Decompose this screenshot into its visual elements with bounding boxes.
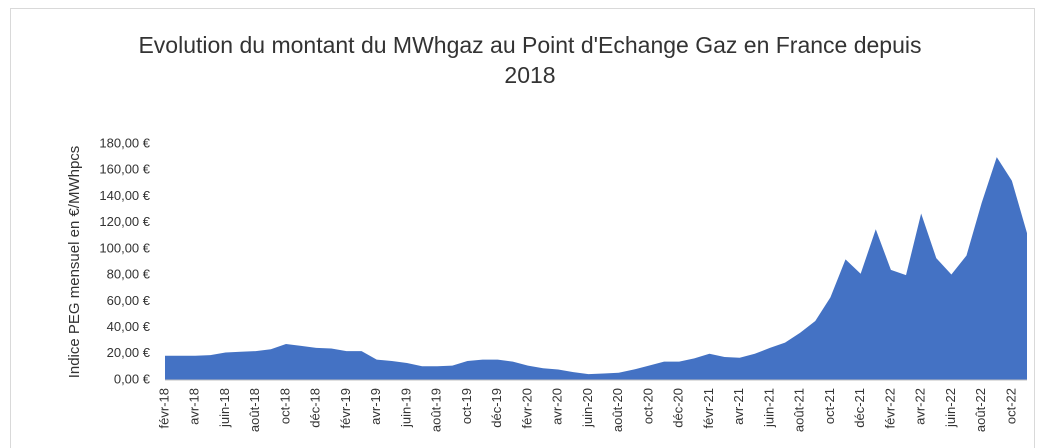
x-tick-label: oct-18 (277, 388, 292, 424)
y-axis-title: Indice PEG mensuel en €/MWhpcs (66, 146, 83, 379)
y-tick-label: 40,00 € (107, 319, 151, 334)
x-tick-label: juin-18 (217, 388, 232, 428)
y-tick-label: 120,00 € (99, 214, 150, 229)
x-tick-label: août-21 (792, 388, 807, 432)
x-tick-label: oct-20 (640, 388, 655, 424)
x-tick-label: févr-20 (519, 388, 534, 428)
x-tick-label: oct-22 (1003, 388, 1018, 424)
y-tick-label: 0,00 € (114, 371, 151, 386)
y-tick-label: 100,00 € (99, 240, 150, 255)
x-tick-label: avr-22 (913, 388, 928, 425)
y-tick-label: 160,00 € (99, 162, 150, 177)
area (165, 157, 1027, 380)
x-tick-label: juin-21 (761, 388, 776, 428)
x-tick-label: août-19 (429, 388, 444, 432)
x-tick-label: juin-19 (398, 388, 413, 428)
y-tick-label: 20,00 € (107, 345, 151, 360)
y-tick-label: 60,00 € (107, 293, 151, 308)
x-tick-label: févr-21 (701, 388, 716, 428)
x-tick-label: juin-22 (943, 388, 958, 428)
chart-border (10, 8, 1035, 448)
x-tick-label: avr-18 (187, 388, 202, 425)
x-tick-label: oct-19 (459, 388, 474, 424)
chart-title: Evolution du montant du MWhgaz au Point … (138, 32, 922, 88)
x-tick-label: avr-20 (550, 388, 565, 425)
x-tick-label: oct-21 (822, 388, 837, 424)
x-tick-label: avr-21 (731, 388, 746, 425)
y-tick-label: 80,00 € (107, 267, 151, 282)
x-tick-label: août-20 (610, 388, 625, 432)
x-tick-label: avr-19 (368, 388, 383, 425)
y-tick-label: 180,00 € (99, 135, 150, 150)
x-tick-label: déc-21 (852, 388, 867, 428)
x-tick-label: déc-20 (671, 388, 686, 428)
x-tick-label: févr-19 (338, 388, 353, 428)
y-tick-label: 140,00 € (99, 188, 150, 203)
x-tick-label: août-22 (973, 388, 988, 432)
x-tick-label: févr-18 (156, 388, 171, 428)
x-tick-label: déc-19 (489, 388, 504, 428)
x-tick-label: févr-22 (882, 388, 897, 428)
x-tick-label: août-18 (247, 388, 262, 432)
x-tick-label: juin-20 (580, 388, 595, 428)
x-tick-label: déc-18 (308, 388, 323, 428)
